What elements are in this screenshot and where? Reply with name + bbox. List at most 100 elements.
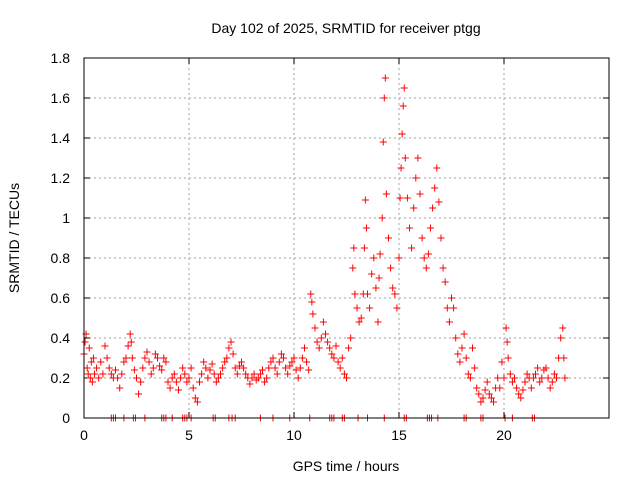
data-point: [374, 318, 382, 326]
y-tick-label: 1.6: [51, 90, 71, 106]
tick-labels: 0 5 10 15 20 0 0.2 0.4 0.6 0.8 1 1.2 1.4 1.6 1.8: [51, 50, 512, 443]
data-point: [400, 84, 408, 92]
data-point: [532, 370, 539, 378]
data-point: [559, 324, 567, 332]
data-point: [202, 364, 210, 372]
data-point: [456, 358, 464, 366]
data-point: [485, 390, 493, 398]
data-point: [290, 354, 298, 362]
data-point: [133, 374, 140, 382]
data-point: [170, 370, 178, 378]
data-point: [305, 366, 313, 374]
data-point: [89, 354, 97, 362]
data-point: [387, 264, 395, 272]
data-point: [273, 370, 281, 378]
data-point: [504, 354, 512, 362]
data-point: [212, 378, 220, 386]
data-point: [126, 330, 134, 338]
data-point: [204, 374, 212, 382]
data-point: [557, 334, 565, 342]
data-point: [460, 330, 468, 338]
data-point: [494, 374, 502, 382]
data-point: [112, 366, 119, 374]
data-point: [479, 394, 487, 402]
data-point: [445, 318, 453, 326]
data-point: [250, 370, 258, 378]
data-point: [360, 244, 368, 252]
data-point: [420, 254, 428, 262]
data-point: [127, 338, 135, 346]
data-point: [521, 378, 529, 386]
data-point: [88, 378, 96, 386]
data-point: [254, 374, 262, 382]
data-point: [292, 366, 300, 374]
data-point: [324, 338, 332, 346]
data-point: [231, 364, 239, 372]
data-point: [107, 370, 115, 378]
data-point: [326, 344, 334, 352]
x-tick-label: 20: [496, 427, 512, 443]
data-point: [93, 364, 101, 372]
data-point: [248, 374, 256, 382]
data-point: [448, 294, 455, 302]
data-point: [475, 390, 483, 398]
data-point: [376, 250, 384, 258]
data-point: [83, 364, 91, 372]
data-point: [166, 384, 174, 392]
data-point: [523, 370, 531, 378]
data-point: [294, 374, 302, 382]
data-point: [498, 358, 506, 366]
data-point: [536, 378, 544, 386]
data-point: [135, 390, 143, 398]
data-point: [393, 304, 401, 312]
data-point: [500, 374, 508, 382]
data-point: [219, 364, 227, 372]
data-point: [313, 338, 321, 346]
data-point: [544, 374, 552, 382]
data-point: [164, 378, 172, 386]
data-point: [240, 364, 248, 372]
data-point: [189, 384, 197, 392]
data-point: [506, 370, 514, 378]
data-point: [97, 358, 105, 366]
data-point: [450, 304, 458, 312]
data-point: [158, 366, 166, 374]
data-point: [391, 290, 399, 298]
data-point: [435, 198, 443, 206]
data-point: [130, 366, 138, 374]
data-point: [105, 364, 113, 372]
data-point: [259, 366, 266, 374]
data-point: [193, 398, 201, 406]
data-point: [496, 384, 504, 392]
data-point: [458, 344, 466, 352]
data-point: [395, 254, 403, 262]
data-point: [361, 196, 369, 204]
data-point: [410, 204, 418, 212]
y-tick-label: 1: [62, 210, 70, 226]
data-point: [353, 304, 361, 312]
data-point: [364, 290, 371, 298]
data-point: [85, 344, 93, 352]
data-point: [101, 342, 109, 350]
data-point: [396, 194, 404, 202]
data-point: [139, 364, 147, 372]
data-point: [298, 354, 306, 362]
data-point: [351, 290, 359, 298]
data-point: [319, 318, 327, 326]
data-point: [389, 284, 397, 292]
data-point: [229, 350, 237, 358]
data-point: [511, 374, 518, 382]
data-point: [398, 130, 406, 138]
data-point: [160, 354, 168, 362]
data-point: [406, 224, 413, 232]
data-point: [517, 394, 525, 402]
data-point: [282, 364, 290, 372]
data-point: [378, 214, 386, 222]
data-point: [412, 174, 420, 182]
y-tick-label: 0.8: [51, 250, 71, 266]
data-point: [271, 364, 279, 372]
data-point: [343, 374, 350, 382]
data-point: [548, 378, 556, 386]
x-axis-label: GPS time / hours: [293, 458, 400, 474]
data-point: [372, 284, 380, 292]
